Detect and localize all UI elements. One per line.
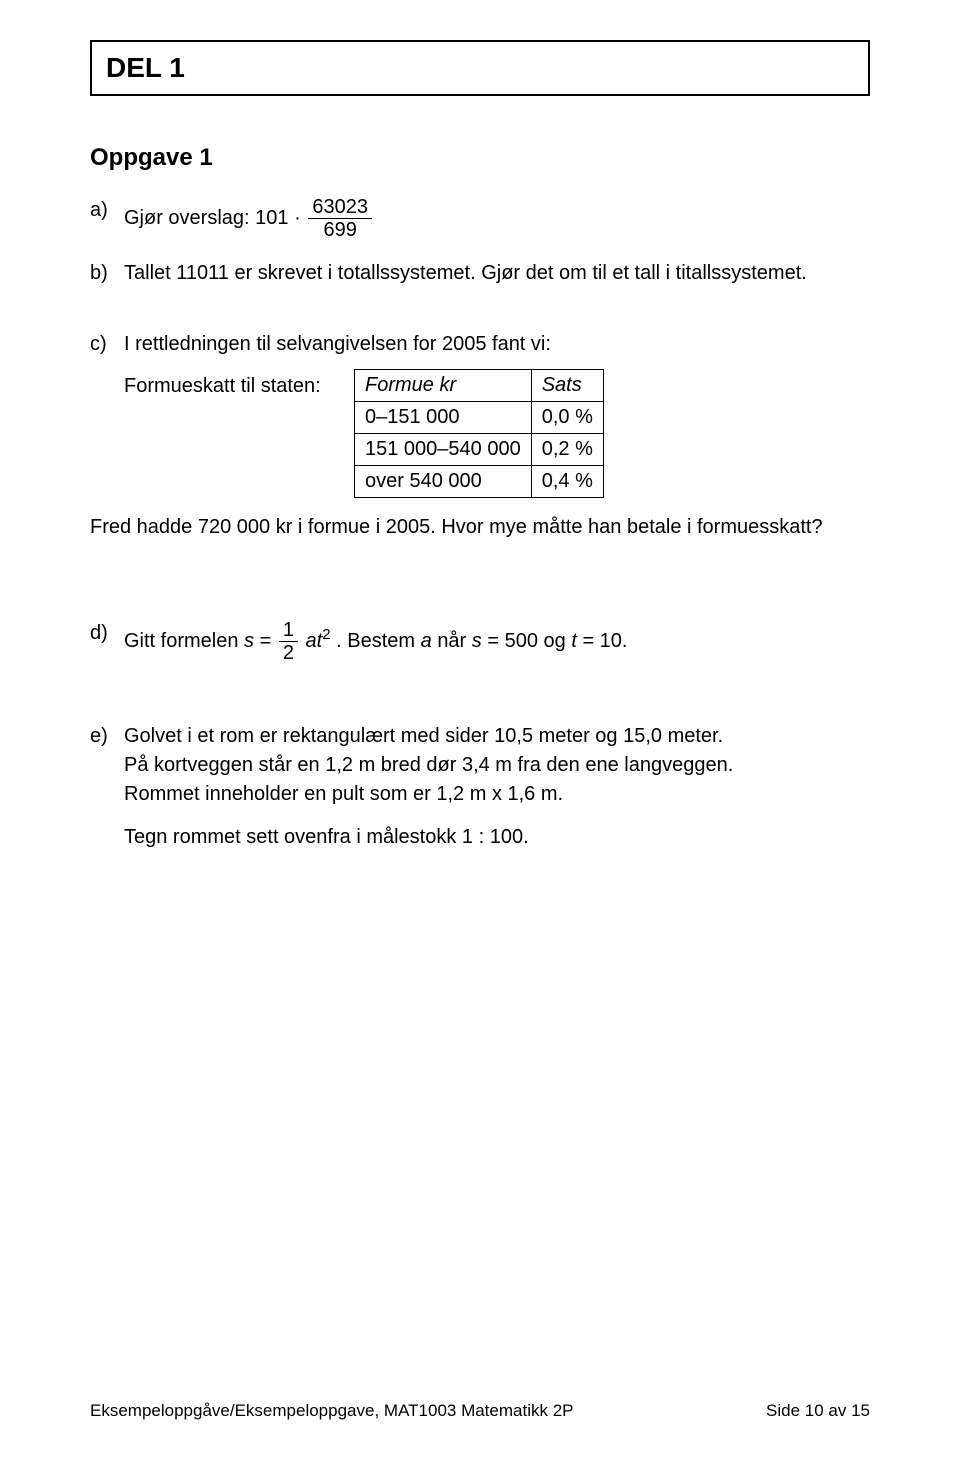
item-a-frac-den: 699 [308, 219, 372, 241]
tax-table: Formue kr Sats 0–151 000 0,0 % 151 000–5… [354, 369, 604, 498]
item-e-body: Golvet i et rom er rektangulært med side… [124, 722, 870, 852]
item-d-fraction: 1 2 [279, 619, 298, 664]
item-e-line4: Tegn rommet sett ovenfra i målestokk 1 :… [124, 823, 870, 852]
item-d-a: a [421, 630, 432, 652]
item-a-body: Gjør overslag: 101 · 63023 699 [124, 196, 870, 241]
tax-cell-0-0: 0–151 000 [355, 402, 532, 434]
tax-header-0: Formue kr [355, 370, 532, 402]
item-a: a) Gjør overslag: 101 · 63023 699 [90, 196, 870, 241]
header-title: DEL 1 [106, 52, 185, 83]
item-d-frac-num: 1 [279, 619, 298, 642]
item-a-factor: 101 [255, 207, 288, 229]
item-e-line2: På kortveggen står en 1,2 m bred dør 3,4… [124, 751, 870, 780]
item-c-intro: I rettledningen til selvangivelsen for 2… [124, 330, 870, 359]
item-b-letter: b) [90, 259, 124, 288]
item-d-suffix1: . Bestem [336, 630, 420, 652]
tax-row-0: 0–151 000 0,0 % [355, 402, 604, 434]
item-d-at: at [306, 630, 323, 652]
item-d-frac-den: 2 [279, 642, 298, 664]
item-d-eq: = [260, 630, 277, 652]
tax-header-1: Sats [531, 370, 603, 402]
item-d-suffix2: når [437, 630, 471, 652]
item-d-s: s [244, 630, 254, 652]
item-e-line3: Rommet inneholder en pult som er 1,2 m x… [124, 780, 870, 809]
item-d-suffix3: = 500 og [487, 630, 571, 652]
tax-header-row: Formue kr Sats [355, 370, 604, 402]
tax-cell-1-1: 0,2 % [531, 434, 603, 466]
item-c-letter: c) [90, 330, 124, 359]
tax-row-1: 151 000–540 000 0,2 % [355, 434, 604, 466]
tax-cell-2-1: 0,4 % [531, 466, 603, 498]
item-a-fraction: 63023 699 [308, 196, 372, 241]
tax-cell-1-0: 151 000–540 000 [355, 434, 532, 466]
item-a-dot: · [294, 207, 301, 229]
page: DEL 1 Oppgave 1 a) Gjør overslag: 101 · … [0, 0, 960, 1457]
item-e-letter: e) [90, 722, 124, 751]
item-d-suffix4: = 10. [582, 630, 627, 652]
item-b-body: Tallet 11011 er skrevet i totallssysteme… [124, 259, 870, 288]
item-d-letter: d) [90, 619, 124, 648]
item-d-t: t [571, 630, 577, 652]
header-box: DEL 1 [90, 40, 870, 96]
item-d-prefix: Gitt formelen [124, 630, 244, 652]
item-a-letter: a) [90, 196, 124, 225]
item-a-prefix: Gjør overslag: [124, 207, 255, 229]
tax-cell-0-1: 0,0 % [531, 402, 603, 434]
item-b: b) Tallet 11011 er skrevet i totallssyst… [90, 259, 870, 288]
footer: Eksempeloppgåve/Eksempeloppgave, MAT1003… [90, 1401, 870, 1421]
item-c: c) I rettledningen til selvangivelsen fo… [90, 330, 870, 359]
item-c-fred: Fred hadde 720 000 kr i formue i 2005. H… [90, 516, 870, 539]
item-a-frac-num: 63023 [308, 196, 372, 219]
item-c-staten-label: Formueskatt til staten: [124, 369, 354, 398]
item-e-line1: Golvet i et rom er rektangulært med side… [124, 722, 870, 751]
item-e: e) Golvet i et rom er rektangulært med s… [90, 722, 870, 852]
footer-left: Eksempeloppgåve/Eksempeloppgave, MAT1003… [90, 1401, 574, 1421]
item-d: d) Gitt formelen s = 1 2 at2 . Bestem a … [90, 619, 870, 664]
item-d-exp: 2 [322, 626, 330, 643]
tax-cell-2-0: over 540 000 [355, 466, 532, 498]
tax-row-2: over 540 000 0,4 % [355, 466, 604, 498]
oppgave-title: Oppgave 1 [90, 144, 870, 172]
footer-right: Side 10 av 15 [766, 1401, 870, 1421]
item-d-body: Gitt formelen s = 1 2 at2 . Bestem a når… [124, 619, 870, 664]
item-d-s2: s [472, 630, 482, 652]
item-c-staten-row: Formueskatt til staten: Formue kr Sats 0… [124, 369, 870, 498]
